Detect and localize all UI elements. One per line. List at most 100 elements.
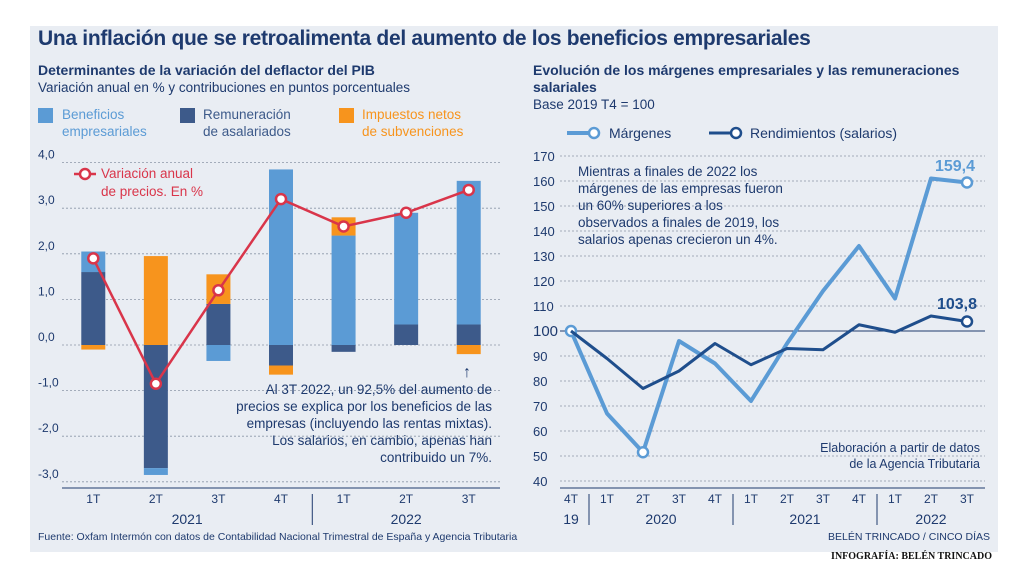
right-x-tick-label: 3T [672, 492, 687, 506]
right-y-tick-label: 70 [533, 399, 547, 414]
inflation-point [87, 252, 100, 265]
right-x-group-label: 2021 [789, 511, 820, 527]
credit-footer: INFOGRAFÍA: BELÉN TRINCADO [831, 551, 992, 562]
left-annotation: Al 3T 2022, un 92,5% del aumento de prec… [236, 382, 492, 465]
bar-impuestos [81, 345, 106, 350]
label-last-margenes: 159,4 [935, 158, 975, 175]
left-chart-subtitle: Variación anual en % y contribuciones en… [38, 80, 410, 95]
bar-remuneracion [394, 324, 419, 345]
left-inflation-line [87, 183, 475, 391]
left-x-tick-label: 4T [274, 492, 289, 506]
right-y-tick-label: 120 [533, 274, 555, 289]
legend-swatch-remuneracion [180, 108, 195, 123]
bar-remuneracion [81, 272, 106, 345]
right-y-tick-label: 60 [533, 424, 547, 439]
bar-remuneracion [456, 324, 481, 345]
left-y-tick-label: 1,0 [38, 284, 55, 298]
right-y-tick-label: 90 [533, 349, 547, 364]
bar-beneficios [394, 212, 419, 325]
right-x-tick-label: 4T [564, 492, 579, 506]
left-bars [81, 169, 481, 475]
right-x-tick-label: 3T [816, 492, 831, 506]
left-x-tick-label: 2T [399, 492, 414, 506]
right-y-tick-label: 140 [533, 224, 555, 239]
left-x-group-label: 2021 [172, 511, 203, 527]
bar-beneficios [206, 345, 231, 361]
right-y-tick-label: 80 [533, 374, 547, 389]
legend-label-impuestos: Impuestos netos de subvenciones [362, 107, 464, 139]
legend-inflation-marker [78, 167, 92, 181]
left-y-tick-label: -2,0 [38, 421, 59, 435]
inflation-point [149, 377, 163, 391]
right-x-tick-label: 1T [744, 492, 759, 506]
left-y-tick-label: 0,0 [38, 330, 55, 344]
legend-inflation-label-1: Variación anual [101, 166, 193, 181]
right-x-tick-label: 4T [852, 492, 867, 506]
left-y-tick-label: 4,0 [38, 148, 55, 162]
left-y-tick-label: 3,0 [38, 193, 55, 207]
right-legend: Márgenes Rendimientos (salarios) [567, 125, 897, 141]
left-y-tick-label: -3,0 [38, 467, 59, 481]
right-y-tick-label: 110 [533, 299, 554, 314]
left-x-tick-label: 1T [86, 492, 101, 506]
inflation-point [337, 220, 350, 233]
bar-impuestos [269, 365, 293, 375]
right-x-tick-label: 4T [708, 492, 723, 506]
right-x-tick-label: 2T [636, 492, 651, 506]
legend-label-beneficios: Beneficios empresariales [62, 107, 147, 139]
bar-beneficios [331, 235, 356, 345]
right-x-tick-label: 1T [888, 492, 903, 506]
left-y-tick-label: 2,0 [38, 239, 55, 253]
right-chart-title-line1: Evolución de los márgenes empresariales … [533, 62, 960, 78]
inflation-point [462, 183, 475, 197]
right-x-group-label: 19 [563, 511, 579, 527]
infographic-title: Una inflación que se retroalimenta del a… [38, 27, 811, 50]
right-source-note: Elaboración a partir de datos de la Agen… [820, 441, 980, 471]
bar-remuneracion [206, 303, 231, 345]
inflation-point [399, 206, 413, 220]
right-y-tick-label: 160 [533, 174, 555, 189]
right-y-tick-label: 100 [533, 323, 558, 340]
right-y-tick-label: 40 [533, 474, 547, 489]
left-x-tick-label: 1T [337, 492, 352, 506]
right-chart-title-line2: salariales [533, 79, 597, 95]
right-x-tick-label: 2T [780, 492, 795, 506]
right-x-tick-label: 3T [960, 492, 975, 506]
left-x-tick-label: 2T [149, 492, 164, 506]
label-last-rendimientos: 103,8 [937, 296, 977, 313]
series-point-rendimientos [960, 315, 974, 328]
left-x-tick-label: 3T [211, 492, 226, 506]
legend-margenes-label: Márgenes [609, 125, 671, 141]
left-grid [62, 162, 500, 483]
left-axis: 4,0 3,0 2,0 1,0 0,0 -1,0 -2,0 -3,0 1T 2T 3T 4T 1T 2T 3… [38, 148, 500, 527]
right-y-tick-label: 130 [533, 249, 555, 264]
bar-impuestos [456, 345, 481, 355]
right-chart-subtitle: Base 2019 T4 = 100 [533, 97, 655, 112]
legend-swatch-impuestos [339, 108, 354, 123]
left-y-tick-label: -1,0 [38, 376, 59, 390]
left-chart-title: Determinantes de la variación del deflac… [38, 62, 375, 78]
left-x-tick-label: 3T [462, 492, 477, 506]
inflation-point [274, 192, 288, 206]
legend-swatch-beneficios [38, 108, 53, 123]
legend-rendimientos-label: Rendimientos (salarios) [750, 125, 897, 141]
bar-beneficios [456, 180, 481, 325]
right-y-tick-label: 170 [533, 149, 555, 164]
source-text: Fuente: Oxfam Intermón con datos de Cont… [38, 531, 518, 543]
right-lines [564, 176, 974, 459]
right-x-group-label: 2022 [915, 511, 946, 527]
legend-rendimientos-marker [729, 126, 743, 140]
legend-label-remuneracion: Remuneración de asalariados [203, 107, 291, 139]
right-y-tick-label: 50 [533, 449, 547, 464]
bar-beneficios [143, 468, 168, 475]
annotation-arrow: ↑ [463, 364, 471, 381]
bar-remuneracion [331, 345, 356, 352]
right-y-tick-label: 150 [533, 199, 555, 214]
left-x-group-label: 2022 [391, 511, 422, 527]
right-annotation: Mientras a finales de 2022 los márgenes … [578, 164, 783, 247]
series-line-margenes [569, 176, 968, 455]
right-axis: 170 160 150 140 130 120 110 100 90 80 70 60 50 40 4T 1T… [533, 149, 985, 527]
bar-impuestos [143, 256, 168, 345]
inflation-point [212, 284, 225, 297]
